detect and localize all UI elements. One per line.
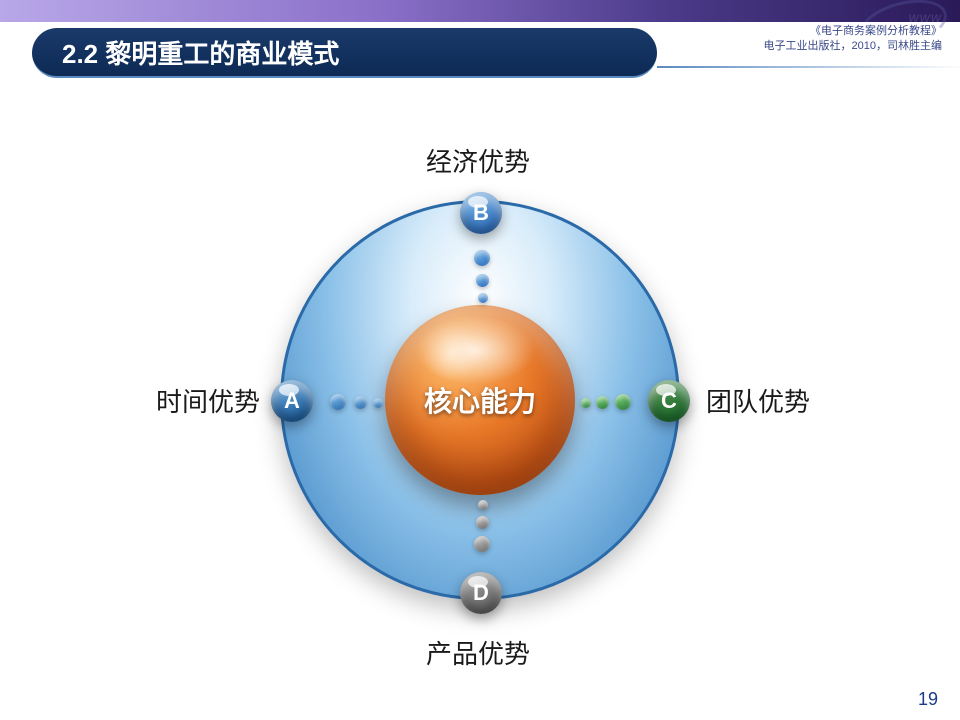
- node-d: D: [460, 572, 502, 614]
- connector-dot: [476, 274, 489, 287]
- connector-dot: [615, 394, 631, 410]
- connector-dot: [373, 398, 383, 408]
- node-b: B: [460, 192, 502, 234]
- center-label: 核心能力: [424, 380, 536, 420]
- center-sphere: 核心能力: [385, 305, 575, 495]
- watermark-text: www: [909, 8, 942, 28]
- connector-dot: [596, 396, 609, 409]
- connector-dot: [476, 516, 489, 529]
- connector-dot: [474, 536, 490, 552]
- connector-dot: [478, 293, 488, 303]
- section-title-bar: 2.2 黎明重工的商业模式: [32, 28, 657, 78]
- credit-line-2: 电子工业出版社，2010，司林胜主编: [764, 39, 942, 54]
- label-left: 时间优势: [120, 382, 260, 419]
- page-number: 19: [918, 689, 938, 710]
- connector-dot: [354, 396, 367, 409]
- connector-dot: [330, 394, 346, 410]
- node-a: A: [271, 380, 313, 422]
- section-title-text: 2.2 黎明重工的商业模式: [62, 34, 339, 71]
- label-top: 经济优势: [426, 142, 530, 179]
- node-c: C: [648, 380, 690, 422]
- label-bottom: 产品优势: [426, 634, 530, 671]
- connector-dot: [478, 500, 488, 510]
- connector-dot: [581, 398, 591, 408]
- top-decorative-band: [0, 0, 960, 22]
- corner-credits: www 《电子商务案例分析教程》 电子工业出版社，2010，司林胜主编: [764, 24, 942, 55]
- label-right: 团队优势: [706, 382, 810, 419]
- connector-dot: [474, 250, 490, 266]
- business-model-diagram: 核心能力 A时间优势B经济优势C团队优势D产品优势: [130, 130, 830, 690]
